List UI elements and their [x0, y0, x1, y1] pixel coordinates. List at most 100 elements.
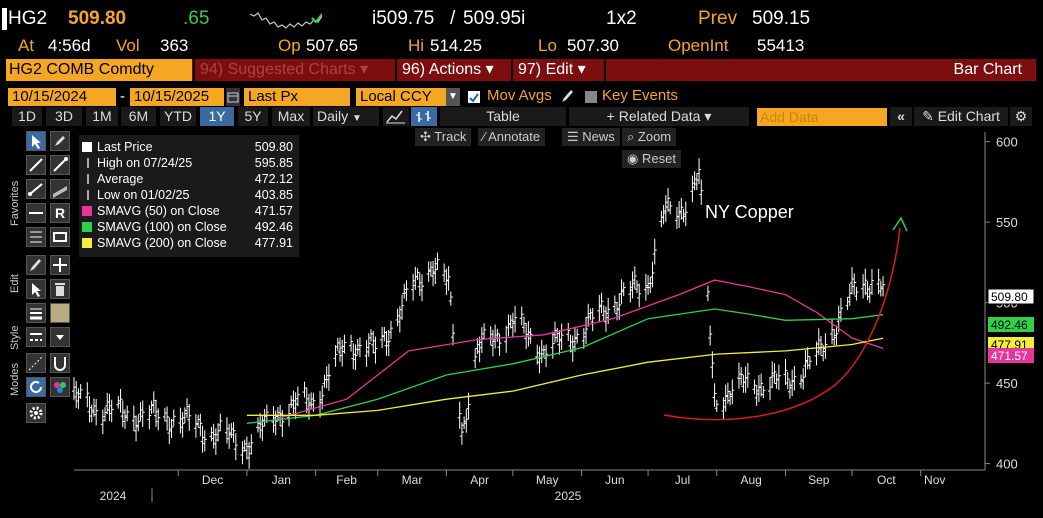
period-1y[interactable]: 1Y: [200, 107, 234, 126]
related-data-menu[interactable]: + Related Data ▾: [569, 107, 749, 126]
legend-swatch: [82, 142, 92, 152]
crosshair-dash-icon[interactable]: [26, 353, 46, 373]
refresh-mode-icon[interactable]: [26, 377, 46, 397]
add-data-input[interactable]: Add Data: [757, 108, 887, 126]
legend-row: SMAVG (200) on Close 477.91: [79, 235, 297, 251]
edit-chart-button[interactable]: ✎ Edit Chart: [914, 107, 1008, 126]
horizontal-line-icon[interactable]: [26, 203, 46, 223]
actions-arrow: ▾: [485, 61, 494, 78]
news-label: News: [582, 129, 615, 144]
period-3d[interactable]: 3D: [46, 107, 82, 126]
reset-icon: ◉: [627, 151, 639, 166]
period-5y[interactable]: 5Y: [238, 107, 268, 126]
frequency-select[interactable]: Daily ▼: [313, 107, 379, 126]
edit-menu[interactable]: 97) Edit ▾: [514, 59, 586, 81]
x-tick-label: Sep: [808, 473, 830, 487]
settings-gear-icon[interactable]: ⚙: [1010, 107, 1032, 126]
track-label: Track: [434, 129, 467, 144]
end-date-field[interactable]: 10/15/2025: [130, 88, 224, 106]
line-chart-icon[interactable]: [383, 107, 409, 126]
segment-icon[interactable]: [26, 179, 46, 199]
magnet-icon[interactable]: [50, 353, 70, 373]
calendar-icon[interactable]: [226, 88, 240, 106]
price-field-select[interactable]: Last Px: [244, 88, 350, 106]
low-value: 507.30: [567, 36, 619, 55]
period-6m[interactable]: 6M: [121, 107, 156, 126]
legend-label: SMAVG (200) on Close: [97, 236, 227, 250]
retracement-icon[interactable]: R: [50, 203, 70, 223]
x-tick-label: Apr: [470, 473, 489, 487]
currency-dropdown-icon[interactable]: ▼: [446, 88, 460, 106]
table-button[interactable]: Table: [440, 107, 566, 126]
reset-label: Reset: [641, 151, 676, 166]
settings-icon[interactable]: [26, 403, 46, 423]
channel-icon[interactable]: [50, 179, 70, 199]
at-label: At: [18, 36, 35, 55]
x-year-label: 2025: [555, 489, 582, 503]
line-style-icon[interactable]: [26, 327, 46, 347]
start-date-field[interactable]: 10/15/2024: [8, 88, 116, 106]
edit-arrow: ▾: [577, 61, 586, 78]
legend-value: 492.46: [254, 220, 293, 234]
actions-menu[interactable]: 96) Actions ▾: [398, 59, 494, 81]
annotate-button[interactable]: ⁄ Annotate: [478, 128, 546, 146]
period-max[interactable]: Max: [272, 107, 310, 126]
trash-icon[interactable]: [50, 279, 70, 299]
quote-line-2: At 4:56d Vol 363 Op 507.65 Hi 514.25 Lo …: [0, 36, 1043, 58]
pencil-icon[interactable]: [560, 88, 574, 104]
track-icon: ✣: [420, 129, 431, 144]
legend-label: SMAVG (100) on Close: [97, 220, 227, 234]
period-1d[interactable]: 1D: [12, 107, 42, 126]
track-button[interactable]: ✣ Track: [415, 128, 472, 146]
fibonacci-icon[interactable]: [26, 227, 46, 247]
date-range-dash: -: [120, 88, 125, 105]
legend-row: SMAVG (100) on Close 492.46: [79, 219, 297, 235]
price-change: .65: [183, 8, 210, 29]
zoom-icon: ⌕: [627, 129, 635, 144]
rectangle-icon[interactable]: [50, 227, 70, 247]
color-swatch-icon[interactable]: [50, 303, 70, 323]
period-1m[interactable]: 1M: [86, 107, 118, 126]
annotation-arrowhead: [892, 216, 908, 232]
collapse-icon[interactable]: «: [890, 107, 912, 126]
prev-label: Prev: [698, 8, 738, 29]
open-interest-value: 55413: [757, 36, 805, 55]
reset-button[interactable]: ◉ Reset: [622, 150, 681, 168]
suggested-charts-menu[interactable]: 94) Suggested Charts ▾: [196, 59, 368, 81]
bid-price: i509.75: [372, 8, 435, 29]
draw-tool-icon[interactable]: [50, 131, 70, 151]
legend-row: Last Price 509.80: [79, 139, 297, 155]
pen-icon[interactable]: [26, 255, 46, 275]
pointer-tool-icon[interactable]: [26, 131, 46, 151]
x-tick-label: Jan: [272, 473, 291, 487]
quote-line-1: HG2 509.80 .65 i509.75 / 509.95i 1x2 Pre…: [0, 8, 1043, 32]
legend-swatch: [87, 174, 91, 184]
select-arrow-icon[interactable]: [26, 279, 46, 299]
mov-avgs-label[interactable]: Mov Avgs: [487, 87, 552, 104]
legend-value: 471.57: [254, 204, 293, 218]
key-events-label[interactable]: Key Events: [602, 87, 678, 104]
actions-label: 96) Actions: [402, 61, 482, 78]
high-label: Hi: [408, 36, 425, 55]
legend-label: High on 07/24/25: [97, 156, 193, 170]
legend-swatch: [87, 158, 91, 168]
zoom-label: Zoom: [637, 129, 672, 144]
zoom-button[interactable]: ⌕ Zoom: [622, 128, 677, 146]
ray-line-icon[interactable]: [50, 155, 70, 175]
period-ytd[interactable]: YTD: [160, 107, 196, 126]
trend-line-icon[interactable]: [26, 155, 46, 175]
ask-price: 509.95i: [463, 8, 526, 29]
move-icon[interactable]: [50, 255, 70, 275]
bar-chart-icon[interactable]: [411, 107, 437, 126]
chart-legend: Last Price 509.80 High on 07/24/25 595.85 Av…: [79, 135, 299, 257]
mov-avgs-checkbox[interactable]: [468, 91, 480, 103]
multicolor-icon[interactable]: [50, 377, 70, 397]
currency-select[interactable]: Local CCY: [356, 88, 446, 106]
legend-swatch: [87, 190, 91, 200]
dropdown-icon[interactable]: [50, 327, 70, 347]
news-button[interactable]: ☰ News: [562, 128, 620, 146]
key-events-checkbox[interactable]: [585, 91, 597, 103]
security-field[interactable]: HG2 COMB Comdty: [6, 59, 192, 81]
line-width-icon[interactable]: [26, 303, 46, 323]
